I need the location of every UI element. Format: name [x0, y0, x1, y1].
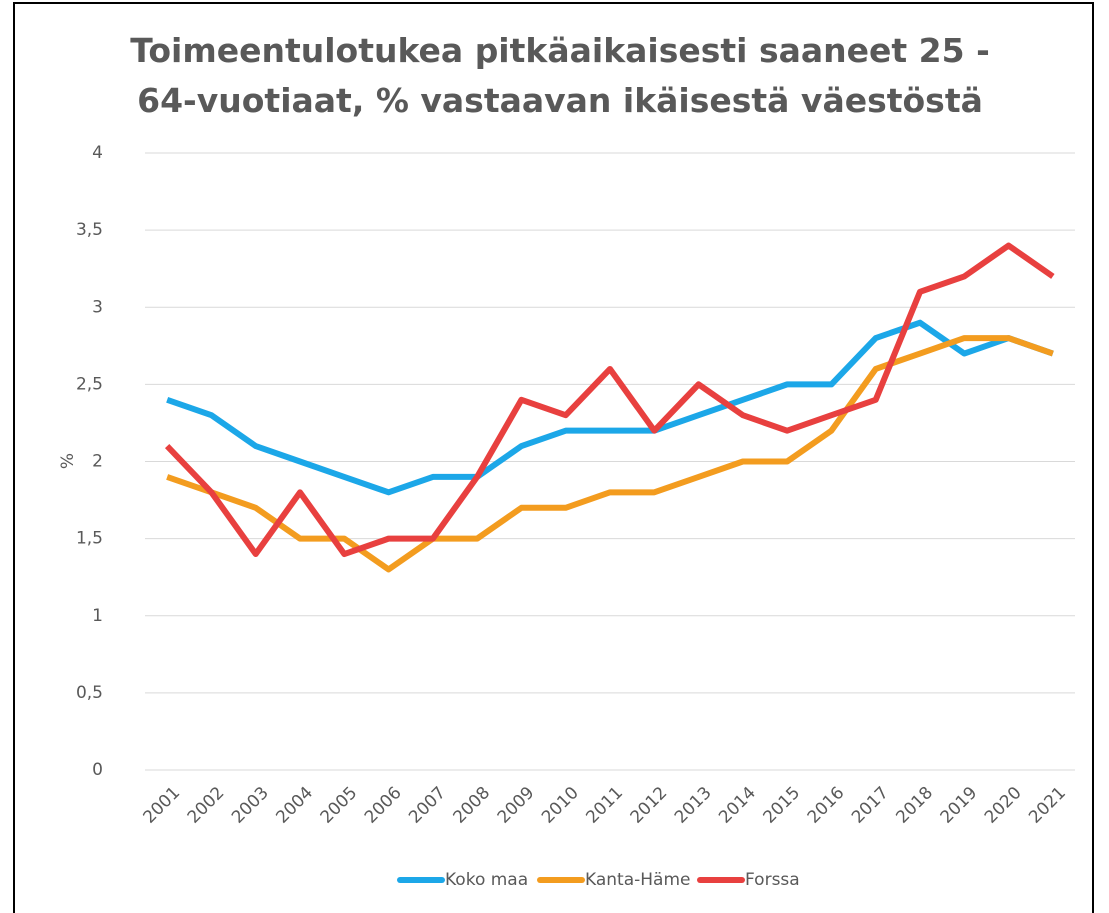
- x-tick-label: 2015: [759, 783, 804, 828]
- x-tick-label: 2001: [139, 783, 184, 828]
- x-tick-label: 2018: [892, 783, 937, 828]
- x-tick-label: 2013: [671, 783, 716, 828]
- y-tick-label: 2: [92, 452, 103, 472]
- x-tick-label: 2002: [184, 783, 229, 828]
- x-tick-label: 2016: [804, 783, 849, 828]
- legend-label: Forssa: [745, 870, 800, 890]
- x-tick-label: 2009: [494, 783, 539, 828]
- series-line: [166, 319, 1054, 496]
- y-tick-label: 0,5: [76, 683, 103, 703]
- x-tick-label: 2010: [538, 783, 583, 828]
- y-tick-label: 0: [92, 760, 103, 780]
- y-tick-label: 3,5: [76, 220, 103, 240]
- x-tick-label: 2011: [582, 783, 627, 828]
- series-line: [166, 335, 1054, 573]
- x-tick-label: 2005: [317, 783, 362, 828]
- x-tick-label: 2006: [361, 783, 406, 828]
- x-tick-label: 2014: [715, 783, 760, 828]
- x-tick-label: 2004: [272, 783, 317, 828]
- x-tick-label: 2007: [405, 783, 450, 828]
- x-tick-label: 2019: [937, 783, 982, 828]
- x-tick-label: 2008: [449, 783, 494, 828]
- legend-label: Koko maa: [445, 870, 528, 890]
- y-tick-label: 1,5: [76, 529, 103, 549]
- y-axis-label: %: [58, 453, 78, 469]
- y-tick-label: 4: [92, 143, 103, 163]
- chart-frame: [13, 2, 1094, 913]
- chart-title: Toimeentulotukea pitkäaikaisesti saaneet…: [130, 31, 990, 120]
- x-tick-label: 2003: [228, 783, 273, 828]
- y-tick-label: 3: [92, 297, 103, 317]
- series-line: [164, 242, 1055, 558]
- y-tick-label: 1: [92, 606, 103, 626]
- x-tick-label: 2021: [1025, 783, 1070, 828]
- legend-label: Kanta-Häme: [585, 870, 690, 890]
- x-tick-label: 2012: [627, 783, 672, 828]
- x-tick-label: 2020: [981, 783, 1026, 828]
- y-tick-label: 2,5: [76, 374, 103, 394]
- x-tick-label: 2017: [848, 783, 893, 828]
